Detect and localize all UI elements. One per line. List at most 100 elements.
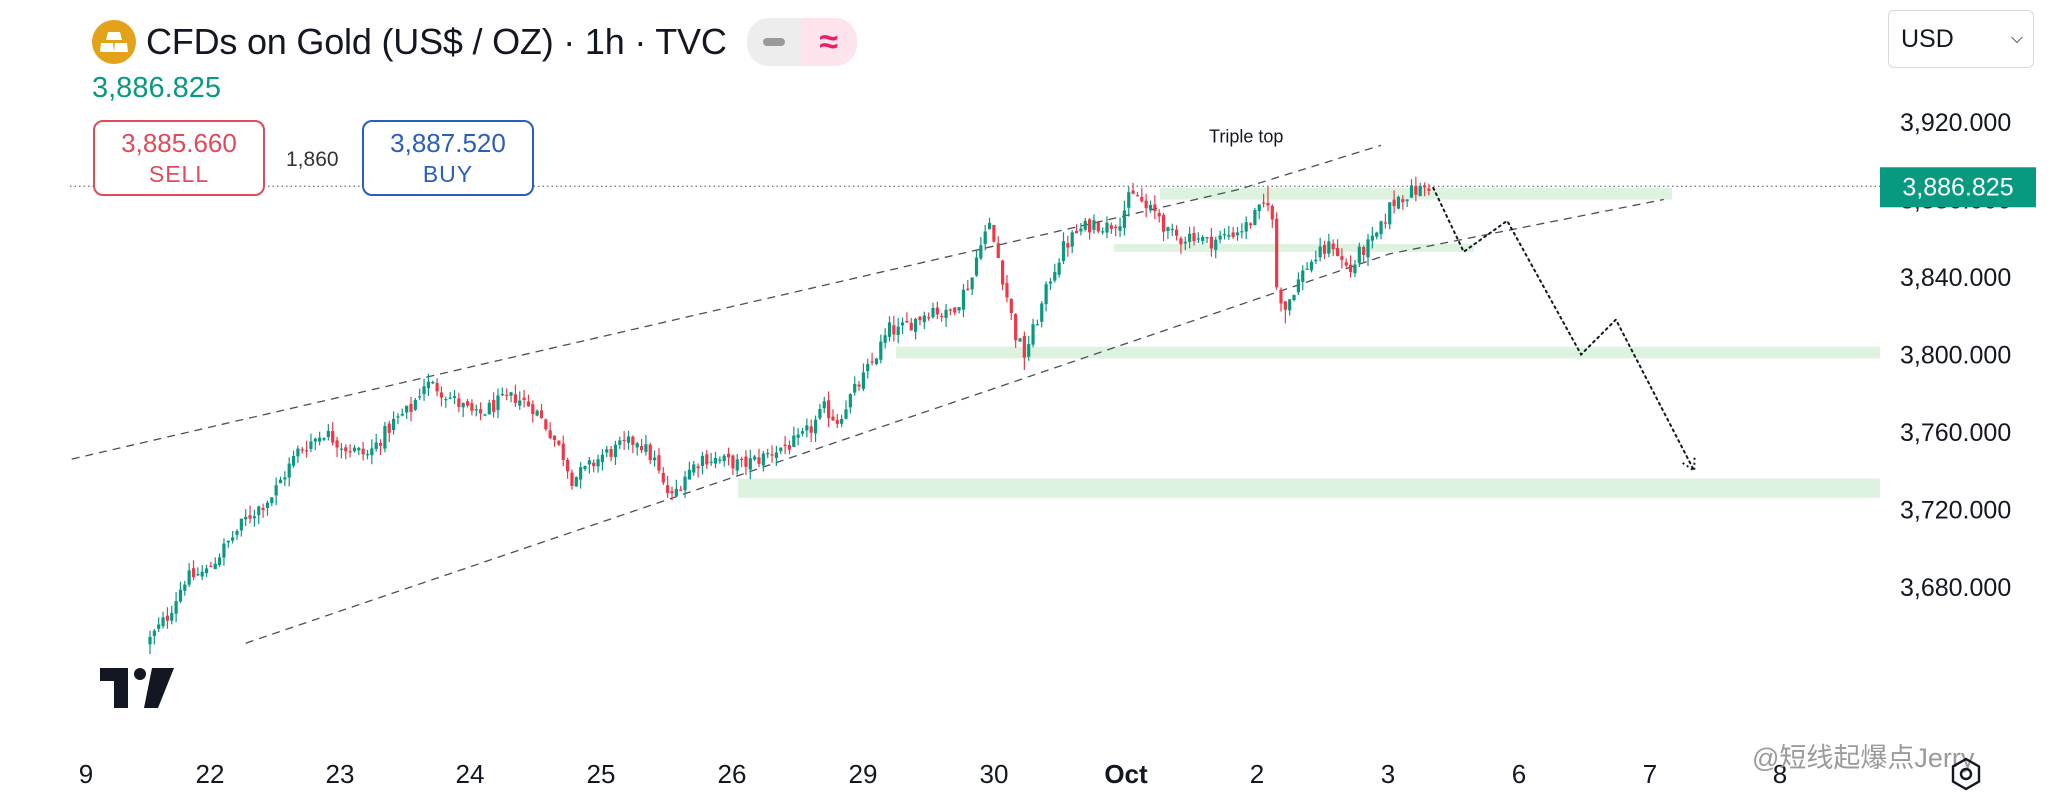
candle-body xyxy=(544,419,548,430)
candle-113 xyxy=(639,438,644,454)
candle-body xyxy=(465,401,470,406)
candle-body xyxy=(566,460,570,472)
candle-body xyxy=(1092,220,1096,230)
candle-body xyxy=(1270,205,1274,220)
minus-icon[interactable] xyxy=(746,18,801,66)
candle-body xyxy=(1422,185,1427,188)
y-tick-label: 3,840.000 xyxy=(1900,264,2011,292)
candle-76 xyxy=(479,402,483,421)
candle-body xyxy=(365,454,370,456)
candle-92 xyxy=(548,422,552,440)
candle-64 xyxy=(426,373,430,397)
candle-196 xyxy=(1001,259,1005,291)
candle-117 xyxy=(657,447,661,474)
candle-154 xyxy=(818,403,822,420)
candle-body xyxy=(1309,261,1314,271)
candle-58 xyxy=(400,408,404,417)
candle-61 xyxy=(413,398,417,411)
candle-body xyxy=(457,398,461,407)
candle-body xyxy=(948,309,952,311)
candle-269 xyxy=(1318,237,1322,262)
candle-body xyxy=(1344,262,1348,266)
candle-body xyxy=(831,416,835,421)
candle-102 xyxy=(592,459,596,473)
candle-167 xyxy=(874,357,879,366)
candle-54 xyxy=(383,421,387,453)
candle-12 xyxy=(200,564,204,581)
symbol-title[interactable]: CFDs on Gold (US$ / OZ) · 1h · TVC xyxy=(146,21,727,62)
candle-243 xyxy=(1205,236,1209,244)
sell-button[interactable]: 3,885.660 SELL xyxy=(93,120,265,196)
candle-201 xyxy=(1022,331,1026,370)
candle-body xyxy=(1166,227,1170,232)
candle-body xyxy=(1066,243,1070,248)
candle-93 xyxy=(552,435,557,447)
candle-body xyxy=(1418,185,1422,196)
projected-path[interactable] xyxy=(1432,186,1696,473)
candle-136 xyxy=(740,456,744,468)
candle-body xyxy=(770,454,774,456)
candle-80 xyxy=(496,388,500,419)
candle-body xyxy=(448,397,452,399)
candle-body xyxy=(848,394,852,408)
candle-164 xyxy=(861,363,865,392)
candle-body xyxy=(178,589,183,602)
tradingview-logo xyxy=(100,668,174,713)
trend-channel[interactable] xyxy=(71,144,1664,644)
candle-252 xyxy=(1244,216,1248,240)
candle-body xyxy=(883,335,887,343)
candle-body xyxy=(683,476,687,491)
y-tick-label: 3,800.000 xyxy=(1900,342,2011,370)
candle-body xyxy=(435,382,439,392)
candle-body xyxy=(492,400,496,412)
candle-body xyxy=(1122,210,1126,228)
candle-body xyxy=(183,584,187,591)
candle-body xyxy=(874,358,879,365)
candle-100 xyxy=(583,465,587,472)
candle-281 xyxy=(1370,226,1374,249)
settings-icon[interactable] xyxy=(1948,756,1984,797)
candle-14 xyxy=(209,561,213,568)
candle-70 xyxy=(452,390,457,405)
candle-3 xyxy=(161,611,165,629)
candle-90 xyxy=(539,403,544,419)
candle-96 xyxy=(566,457,570,479)
status-badges[interactable]: ≈ xyxy=(746,18,857,66)
candle-body xyxy=(1231,232,1235,237)
candle-body xyxy=(805,425,809,431)
candle-197 xyxy=(1005,274,1009,303)
candle-body xyxy=(1301,270,1305,282)
candle-83 xyxy=(509,391,513,403)
candle-0 xyxy=(148,630,152,654)
candle-204 xyxy=(1035,319,1039,326)
spread-value: 1,860 xyxy=(286,148,339,171)
price-axis[interactable]: 3,920.0003,880.0003,840.0003,800.0003,76… xyxy=(1880,109,2036,602)
candle-174 xyxy=(905,312,909,323)
wave-badge[interactable]: ≈ xyxy=(800,18,857,66)
candle-139 xyxy=(753,454,757,461)
candle-body xyxy=(539,410,544,419)
candle-body xyxy=(631,436,635,445)
x-tick-label: 30 xyxy=(980,759,1009,789)
candle-body xyxy=(726,453,731,458)
time-axis[interactable]: 9 22 23 24 25 26 29 30 Oct 2 3 6 7 8 xyxy=(79,759,1787,789)
candle-272 xyxy=(1331,239,1335,257)
candle-145 xyxy=(779,447,783,455)
candle-body xyxy=(165,615,169,621)
candle-57 xyxy=(396,413,400,425)
candle-210 xyxy=(1061,232,1066,265)
candle-221 xyxy=(1109,222,1113,234)
candle-257 xyxy=(1266,185,1270,212)
candle-body xyxy=(422,386,426,395)
candle-body xyxy=(1027,344,1031,357)
candle-body xyxy=(209,565,213,568)
currency-select[interactable]: USD ⌵ xyxy=(1888,10,2034,68)
candle-32 xyxy=(287,457,291,487)
candle-215 xyxy=(1083,218,1087,232)
candle-body xyxy=(1279,289,1283,304)
candle-body xyxy=(1061,241,1066,261)
zone-2 xyxy=(1114,244,1474,252)
buy-button[interactable]: 3,887.520 BUY xyxy=(362,120,534,196)
candle-body xyxy=(639,446,644,451)
